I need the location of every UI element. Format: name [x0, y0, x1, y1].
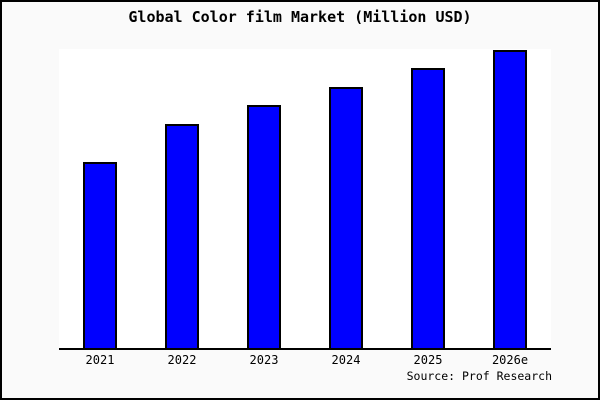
- x-tick-label-2025: 2025: [413, 353, 443, 367]
- bar-slot: [387, 49, 469, 348]
- x-axis-labels: 2021 2022 2023 2024 2025 2026e: [59, 353, 551, 367]
- bar-slot: [305, 49, 387, 348]
- bar-2025: [411, 68, 445, 348]
- bar-2023: [247, 105, 281, 348]
- chart-title: Global Color film Market (Million USD): [128, 8, 472, 26]
- bar-slot: [469, 49, 551, 348]
- x-tick-label-2023: 2023: [249, 353, 279, 367]
- bar-2026e: [493, 50, 527, 348]
- bar-2022: [165, 124, 199, 348]
- x-tick-label-2026e: 2026e: [491, 353, 529, 367]
- bar-2021: [83, 162, 117, 348]
- bar-2024: [329, 87, 363, 348]
- bar-slot: [223, 49, 305, 348]
- x-tick-label-2024: 2024: [331, 353, 361, 367]
- bar-slot: [141, 49, 223, 348]
- x-tick-label-2022: 2022: [167, 353, 197, 367]
- source-attribution: Source: Prof Research: [406, 369, 552, 383]
- x-tick-label-2021: 2021: [85, 353, 115, 367]
- plot-area: [59, 49, 551, 350]
- bar-slot: [59, 49, 141, 348]
